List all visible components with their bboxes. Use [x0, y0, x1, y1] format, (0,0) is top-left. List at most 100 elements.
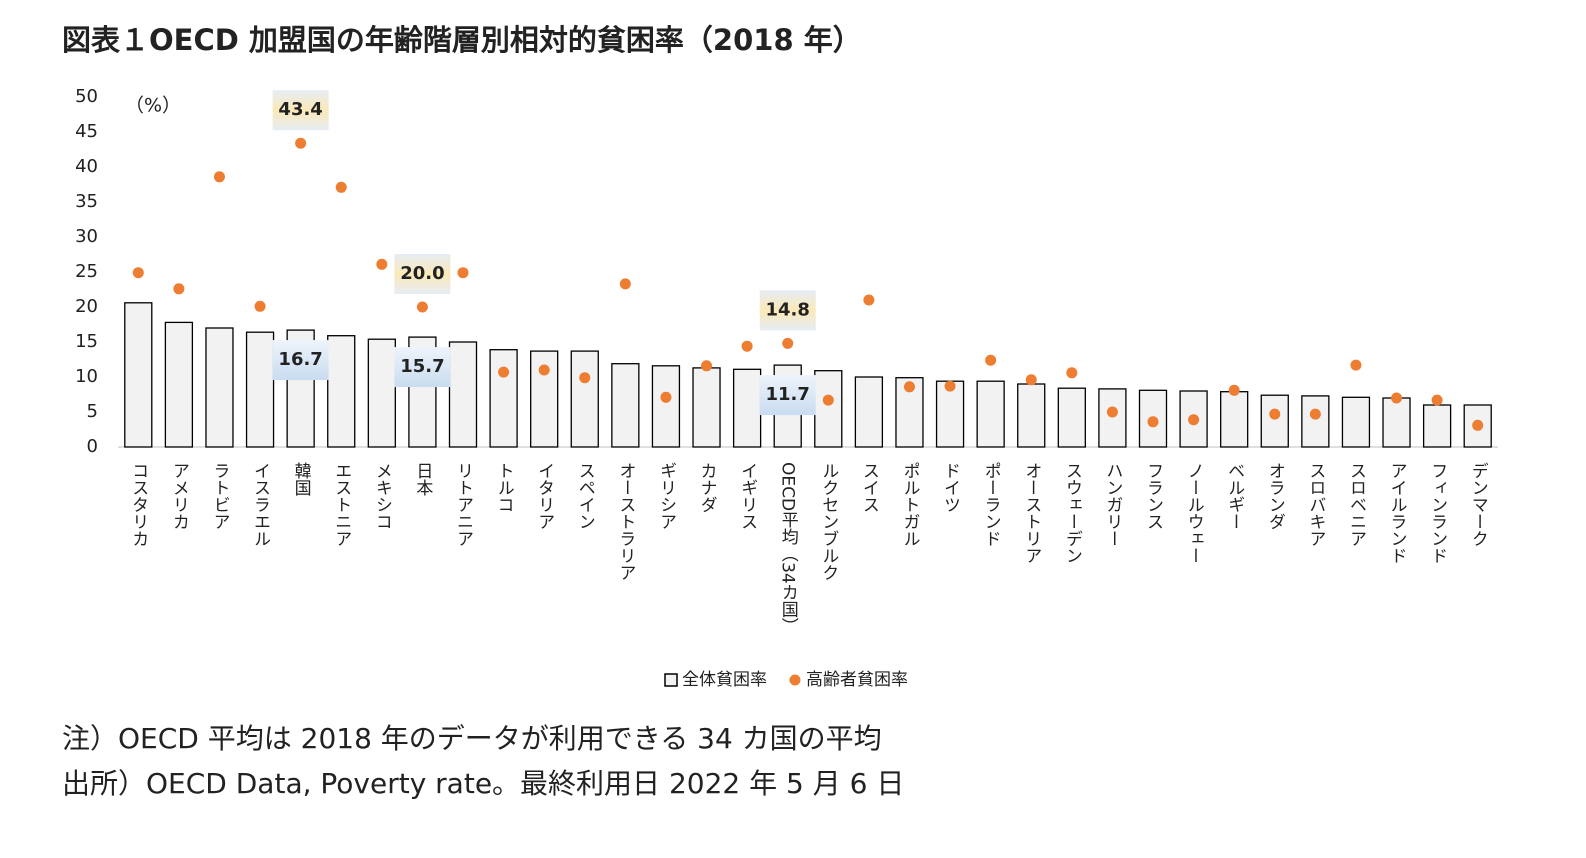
y-tick-label: 45 — [75, 121, 98, 142]
x-tick-label: アイルランド — [1387, 462, 1407, 564]
bar — [327, 335, 356, 448]
x-tick-label: アメリカ — [169, 462, 189, 530]
x-tick-label: ポルトガル — [899, 462, 919, 547]
bar — [530, 350, 559, 448]
y-tick-label: 35 — [75, 191, 98, 212]
dot — [1269, 408, 1281, 420]
dot — [295, 137, 307, 149]
dot — [173, 283, 185, 295]
note: 注）OECD 平均は 2018 年のデータが利用できる 34 カ国の平均 — [62, 722, 882, 755]
bar — [1260, 394, 1289, 448]
x-tick-label: フィンランド — [1427, 462, 1447, 564]
x-tick-label: ベルギー — [1224, 462, 1244, 530]
dot — [457, 267, 469, 279]
x-tick-label: ラトビア — [209, 462, 229, 530]
dot — [782, 337, 794, 349]
dot — [1391, 392, 1403, 404]
data-label-box — [272, 90, 329, 131]
data-label-box — [394, 347, 451, 388]
data-label: 16.7 — [278, 349, 322, 370]
dot — [1025, 374, 1037, 386]
y-tick-label: 30 — [75, 226, 98, 247]
bar — [448, 341, 478, 448]
x-tick-label: ハンガリー — [1102, 462, 1122, 547]
data-label-box — [272, 340, 329, 381]
x-tick-label: ノールウェー — [1184, 462, 1204, 564]
bar — [1382, 397, 1411, 448]
data-label: 14.8 — [765, 299, 809, 320]
x-tick-label: ドイツ — [940, 462, 960, 513]
dot — [660, 391, 672, 403]
dot — [376, 258, 388, 270]
y-tick-label: 0 — [87, 436, 98, 457]
bar — [1341, 396, 1371, 448]
bar — [205, 327, 234, 448]
dot — [538, 364, 550, 376]
x-tick-label: トルコ — [494, 462, 514, 513]
bar — [1301, 395, 1330, 448]
dot — [579, 372, 591, 384]
y-unit: （%） — [125, 95, 181, 117]
y-tick-label: 15 — [75, 331, 98, 352]
bar — [1057, 387, 1086, 448]
bar — [1422, 404, 1452, 448]
dot — [1188, 414, 1200, 426]
bar — [1017, 383, 1046, 448]
bar — [570, 350, 599, 448]
dot — [985, 354, 997, 366]
bar — [1220, 391, 1249, 448]
x-tick-label: 日本 — [412, 462, 433, 496]
y-tick-label: 50 — [75, 86, 98, 107]
dot — [213, 171, 225, 183]
bar — [935, 380, 965, 448]
dot — [254, 300, 266, 312]
dot — [132, 267, 144, 279]
legend-label: 全体貧困率 — [682, 670, 767, 690]
bar — [489, 349, 518, 448]
dot — [701, 360, 713, 372]
x-tick-label: ギリシア — [656, 462, 676, 530]
bar — [651, 365, 681, 448]
data-label: 43.4 — [278, 99, 322, 120]
x-tick-label: オーストリア — [1021, 462, 1041, 564]
chart-title: 図表１OECD 加盟国の年齢階層別相対的貧困率（2018 年） — [62, 23, 862, 57]
bar — [854, 376, 884, 448]
y-tick-label: 25 — [75, 261, 98, 282]
data-label-box — [759, 290, 816, 331]
bar — [1098, 388, 1127, 448]
dot — [741, 340, 753, 352]
y-tick-label: 40 — [75, 156, 98, 177]
x-tick-label: エストニア — [331, 462, 351, 547]
dot — [416, 301, 428, 313]
bar — [732, 368, 762, 448]
x-tick-label: フランス — [1143, 462, 1163, 530]
x-tick-label: イスラエル — [250, 462, 270, 547]
x-tick-label: ルクセンブルク — [818, 462, 838, 581]
x-tick-label: スペイン — [575, 462, 595, 530]
x-tick-label: オーストラリア — [615, 462, 635, 581]
dot — [822, 394, 834, 406]
bar — [245, 331, 275, 448]
dot — [1228, 384, 1240, 396]
x-tick-label: スロバキア — [1305, 462, 1325, 547]
dot — [944, 380, 956, 392]
data-label-box — [759, 375, 816, 416]
dot — [1066, 367, 1078, 379]
x-tick-label: イギリス — [737, 462, 757, 530]
x-tick-label: スウェーデン — [1062, 462, 1082, 564]
dot — [1309, 408, 1321, 420]
data-label: 11.7 — [765, 384, 809, 405]
x-tick-label: コスタリカ — [128, 462, 148, 547]
x-tick-label: オランダ — [1265, 462, 1285, 530]
dot — [903, 381, 915, 393]
x-tick-label: イタリア — [534, 462, 554, 530]
y-tick-label: 20 — [75, 296, 98, 317]
dot — [1350, 359, 1362, 371]
dot — [619, 278, 631, 290]
x-tick-label: メキシコ — [372, 462, 392, 530]
bar — [976, 380, 1005, 448]
dot — [335, 181, 347, 193]
y-tick-label: 5 — [87, 401, 98, 422]
bar — [124, 302, 153, 448]
